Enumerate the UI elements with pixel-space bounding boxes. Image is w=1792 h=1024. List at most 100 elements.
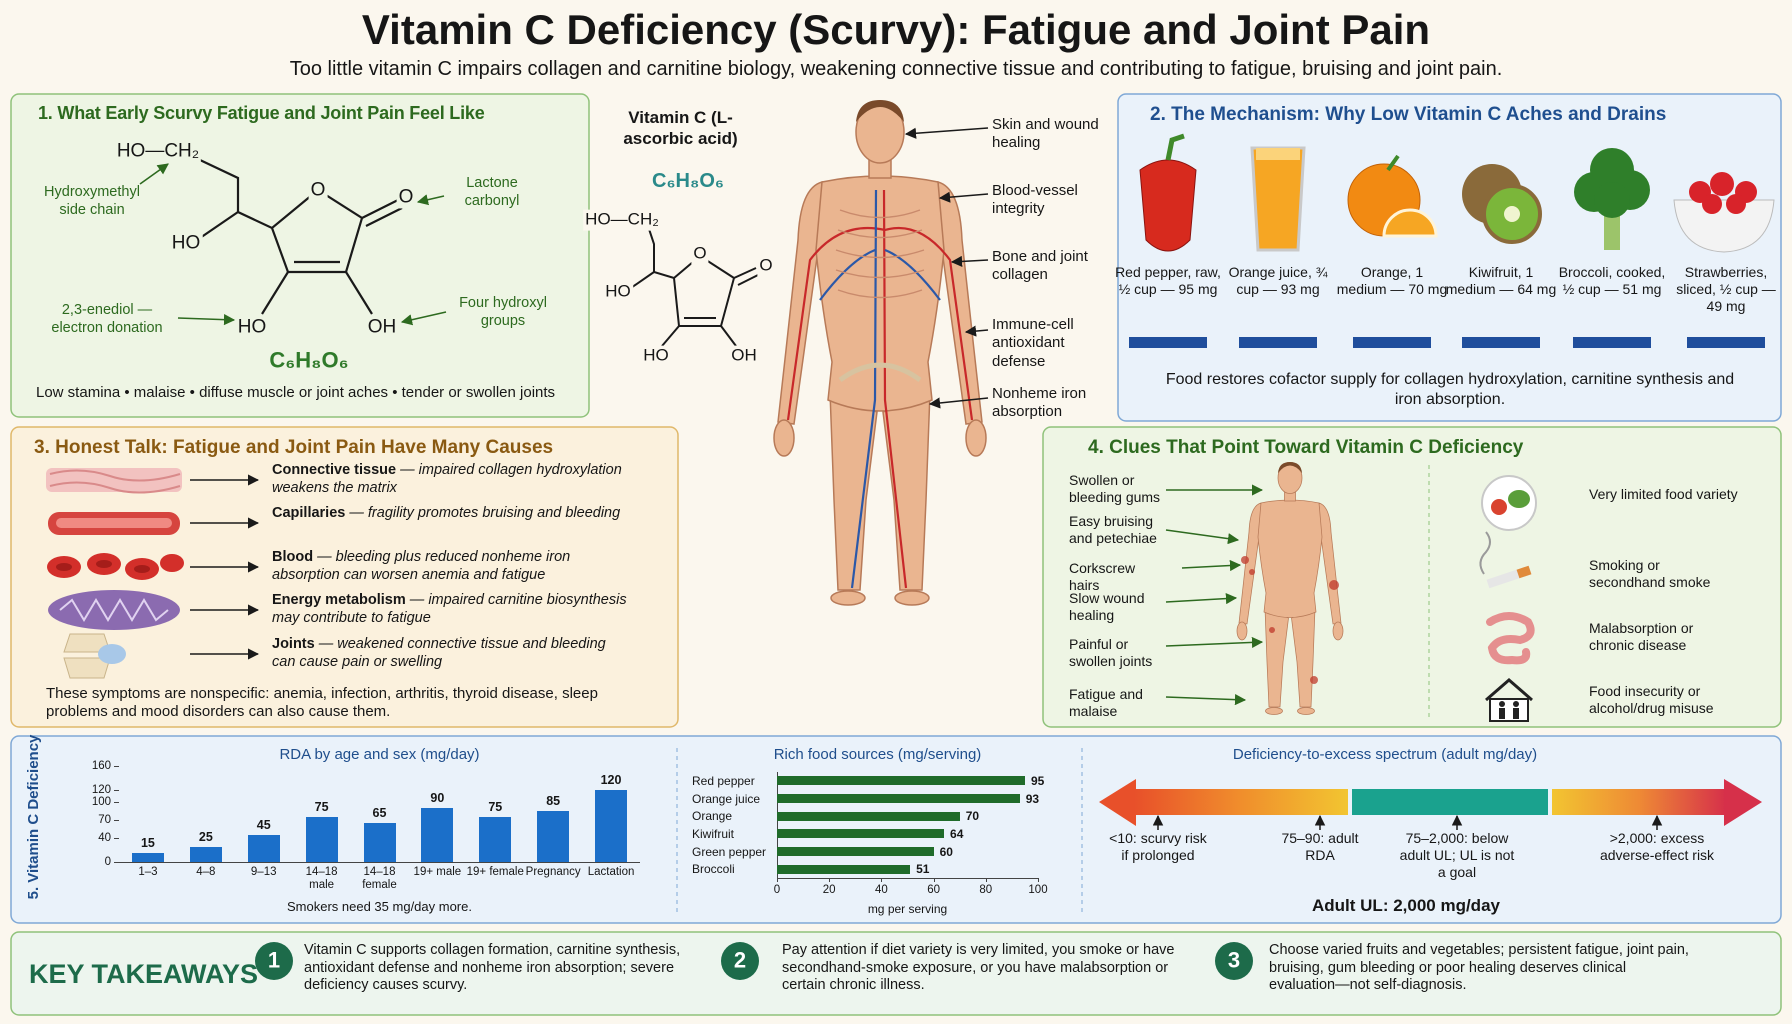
y-tick-label: Broccoli <box>692 862 735 877</box>
tick-mark <box>114 766 119 767</box>
x-tick-label: 4–8 <box>196 866 216 878</box>
x-axis-title: mg per serving <box>867 902 948 916</box>
x-tick-label: 14–18 female <box>362 866 397 892</box>
symptom-list: Low stamina • malaise • diffuse muscle o… <box>36 384 556 401</box>
y-tick-label: Kiwifruit <box>692 826 735 841</box>
axis-line <box>777 772 778 878</box>
bar <box>777 864 911 874</box>
food-label: Orange, 1 medium — 70 mg <box>1336 264 1448 298</box>
takeaway-text: Pay attention if diet variety is very li… <box>782 942 1175 994</box>
value-label: 60 <box>939 844 953 859</box>
note: These symptoms are nonspecific: anemia, … <box>46 685 598 721</box>
sign-label: Swollen or bleeding gums <box>1069 472 1161 506</box>
y-axis-title: 5. Vitamin C Deficiency <box>24 734 42 900</box>
atom-label: O <box>308 178 328 202</box>
annotation: Hydroxymethyl side chain <box>44 184 140 218</box>
x-tick-label: 9–13 <box>250 866 277 878</box>
cause-text: — weakened connective tissue and bleedin… <box>272 636 606 670</box>
risk-label: Malabsorption or chronic disease <box>1589 620 1694 654</box>
spectrum-label: 75–2,000: below adult UL; UL is not a go… <box>1399 830 1515 881</box>
value-label: 64 <box>950 826 964 841</box>
chart-note: Smokers need 35 mg/day more. <box>287 899 472 914</box>
y-tick-label: 40 <box>98 832 111 844</box>
y-tick-label: 120 <box>91 784 111 796</box>
bar <box>595 790 628 862</box>
chart-title: Rich food sources (mg/serving) <box>773 746 982 763</box>
bar <box>777 847 934 856</box>
x-tick-label: 19+ female <box>466 866 524 878</box>
risk-label: Food insecurity or alcohol/drug misuse <box>1589 683 1714 717</box>
y-tick-label: Orange <box>692 809 733 824</box>
cause-term: Energy metabolism <box>272 592 406 608</box>
caption: Food restores cofactor supply for collag… <box>1165 371 1735 408</box>
y-tick-label: 160 <box>91 760 111 772</box>
tick-mark <box>114 790 119 791</box>
x-tick-label: 14–18 male <box>305 866 338 892</box>
sign-label: Easy bruising and petechiae <box>1069 513 1157 547</box>
food-label: Strawberries, sliced, ½ cup — 49 mg <box>1676 264 1776 315</box>
annotation: Four hydroxyl groups <box>459 295 547 329</box>
cause-item: Blood — bleeding plus reduced nonheme ir… <box>272 549 632 584</box>
atom-label: O <box>757 255 775 277</box>
spectrum-title: Deficiency-to-excess spectrum (adult mg/… <box>1232 746 1538 763</box>
x-tick-label: 60 <box>927 884 940 896</box>
annotation: 2,3-enediol — electron donation <box>51 302 163 336</box>
value-label: 51 <box>916 862 930 877</box>
atom-label: HO <box>641 345 671 367</box>
takeaway-number: 3 <box>1227 947 1241 973</box>
takeaway-number: 1 <box>267 947 281 973</box>
annotation: Lactone carbonyl <box>464 175 520 209</box>
bar <box>363 823 396 862</box>
spectrum-label: <10: scurvy risk if prolonged <box>1109 830 1207 864</box>
y-tick-label: 70 <box>98 814 111 826</box>
atom-label: HO <box>603 281 633 303</box>
value-label: 85 <box>546 794 561 808</box>
sign-label: Slow wound healing <box>1069 590 1145 624</box>
tick-mark <box>777 878 778 882</box>
atom-label: HO—CH₂ <box>583 209 661 231</box>
bar <box>189 847 222 862</box>
bar <box>479 817 512 862</box>
atom-label: O <box>396 185 416 209</box>
y-tick-label: Orange juice <box>692 791 761 806</box>
formula: C₆H₈O₆ <box>269 347 349 373</box>
cause-term: Capillaries <box>272 505 346 521</box>
value-label: 25 <box>198 830 213 844</box>
x-tick-label: 20 <box>822 884 836 896</box>
x-tick-label: Pregnancy <box>525 866 581 878</box>
sign-label: Painful or swollen joints <box>1069 636 1153 670</box>
tick-mark <box>1038 878 1039 882</box>
value-label: 45 <box>256 818 271 832</box>
x-tick-label: 19+ male <box>413 866 462 878</box>
axis-line <box>119 862 640 863</box>
cause-text: — fragility promotes bruising and bleedi… <box>345 505 621 521</box>
panel-title: 4. Clues That Point Toward Vitamin C Def… <box>1088 437 1524 458</box>
molecule-formula: C₆H₈O₆ <box>652 169 724 192</box>
x-tick-label: 100 <box>1028 884 1048 896</box>
sign-label: Fatigue and malaise <box>1069 686 1143 720</box>
food-label: Broccoli, cooked, ½ cup — 51 mg <box>1558 264 1666 298</box>
value-label: 120 <box>600 773 622 787</box>
atom-label: HO <box>235 315 269 339</box>
x-tick-label: Lactation <box>587 866 635 878</box>
takeaway-number: 2 <box>733 947 747 973</box>
panel-title: 3. Honest Talk: Fatigue and Joint Pain H… <box>34 437 554 458</box>
bar <box>305 817 338 862</box>
food-label: Red pepper, raw, ½ cup — 95 mg <box>1115 264 1221 298</box>
cause-item: Connective tissue — impaired collagen hy… <box>272 462 632 497</box>
value-label: 75 <box>488 800 503 814</box>
atom-label: OH <box>729 345 759 367</box>
tick-mark <box>114 802 119 803</box>
atom-label: HO <box>169 231 203 255</box>
x-tick-label: 40 <box>874 884 888 896</box>
chart-title: RDA by age and sex (mg/day) <box>279 746 480 763</box>
atom-label: O <box>691 243 709 265</box>
cause-text: — bleeding plus reduced nonheme iron abs… <box>272 549 571 583</box>
axis-line <box>777 878 1038 879</box>
food-label: Kiwifruit, 1 medium — 64 mg <box>1445 264 1557 298</box>
value-label: 75 <box>314 800 329 814</box>
bar <box>421 808 454 862</box>
cause-item: Energy metabolism — impaired carnitine b… <box>272 592 632 627</box>
